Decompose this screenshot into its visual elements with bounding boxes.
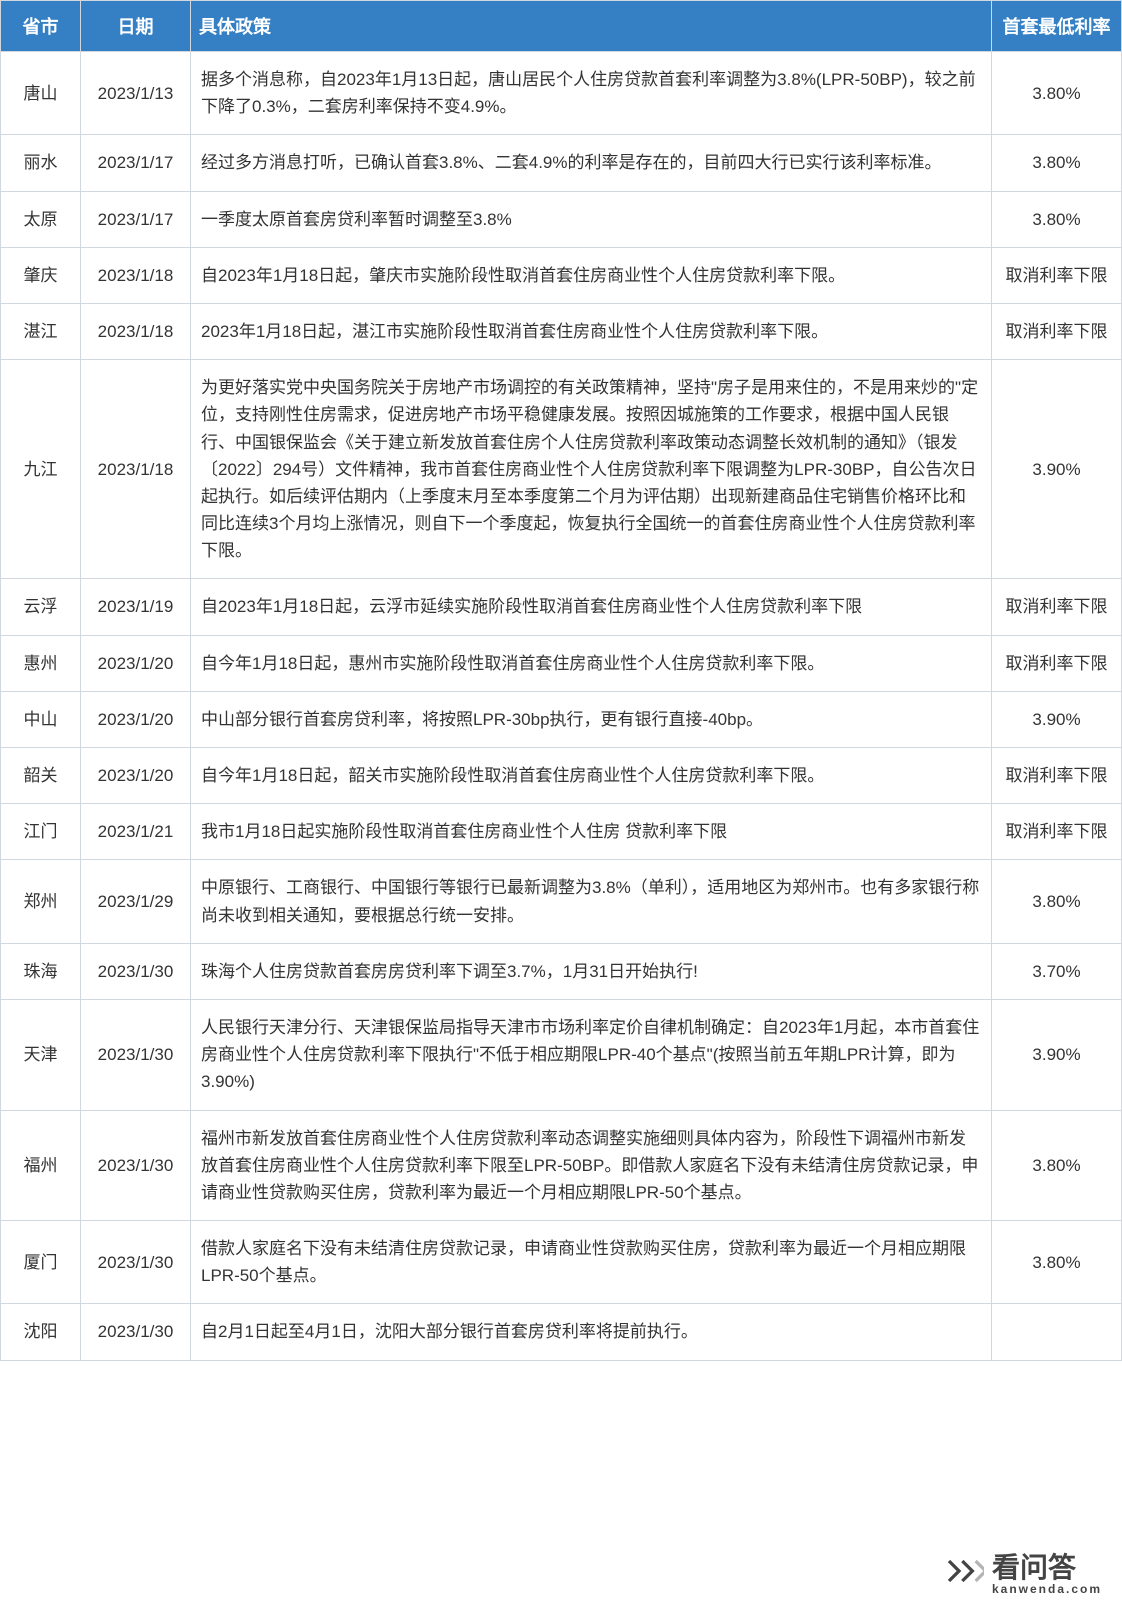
- cell-city: 福州: [1, 1110, 81, 1221]
- table-row: 江门2023/1/21我市1月18日起实施阶段性取消首套住房商业性个人住房 贷款…: [1, 804, 1122, 860]
- cell-policy: 自今年1月18日起，韶关市实施阶段性取消首套住房商业性个人住房贷款利率下限。: [191, 748, 992, 804]
- header-policy: 具体政策: [191, 1, 992, 52]
- cell-date: 2023/1/20: [81, 748, 191, 804]
- cell-city: 韶关: [1, 748, 81, 804]
- cell-city: 云浮: [1, 579, 81, 635]
- cell-date: 2023/1/13: [81, 52, 191, 135]
- cell-date: 2023/1/20: [81, 691, 191, 747]
- table-row: 太原2023/1/17一季度太原首套房贷利率暂时调整至3.8%3.80%: [1, 191, 1122, 247]
- cell-date: 2023/1/30: [81, 943, 191, 999]
- table-row: 珠海2023/1/30珠海个人住房贷款首套房房贷利率下调至3.7%，1月31日开…: [1, 943, 1122, 999]
- table-row: 韶关2023/1/20自今年1月18日起，韶关市实施阶段性取消首套住房商业性个人…: [1, 748, 1122, 804]
- cell-policy: 2023年1月18日起，湛江市实施阶段性取消首套住房商业性个人住房贷款利率下限。: [191, 303, 992, 359]
- header-rate: 首套最低利率: [992, 1, 1122, 52]
- table-row: 唐山2023/1/13据多个消息称，自2023年1月13日起，唐山居民个人住房贷…: [1, 52, 1122, 135]
- table-row: 九江2023/1/18为更好落实党中央国务院关于房地产市场调控的有关政策精神，坚…: [1, 360, 1122, 579]
- cell-policy: 自今年1月18日起，惠州市实施阶段性取消首套住房商业性个人住房贷款利率下限。: [191, 635, 992, 691]
- cell-date: 2023/1/30: [81, 1221, 191, 1304]
- table-row: 肇庆2023/1/18自2023年1月18日起，肇庆市实施阶段性取消首套住房商业…: [1, 247, 1122, 303]
- cell-city: 肇庆: [1, 247, 81, 303]
- cell-policy: 经过多方消息打听，已确认首套3.8%、二套4.9%的利率是存在的，目前四大行已实…: [191, 135, 992, 191]
- cell-policy: 自2023年1月18日起，云浮市延续实施阶段性取消首套住房商业性个人住房贷款利率…: [191, 579, 992, 635]
- cell-rate: 3.90%: [992, 999, 1122, 1110]
- table-row: 中山2023/1/20中山部分银行首套房贷利率，将按照LPR-30bp执行，更有…: [1, 691, 1122, 747]
- cell-city: 郑州: [1, 860, 81, 943]
- cell-rate: 3.80%: [992, 860, 1122, 943]
- cell-date: 2023/1/30: [81, 1110, 191, 1221]
- cell-date: 2023/1/17: [81, 135, 191, 191]
- table-row: 天津2023/1/30人民银行天津分行、天津银保监局指导天津市市场利率定价自律机…: [1, 999, 1122, 1110]
- cell-date: 2023/1/19: [81, 579, 191, 635]
- cell-policy: 中原银行、工商银行、中国银行等银行已最新调整为3.8%（单利），适用地区为郑州市…: [191, 860, 992, 943]
- watermark: 看问答 kanwenda.com: [944, 1546, 1102, 1596]
- cell-policy: 我市1月18日起实施阶段性取消首套住房商业性个人住房 贷款利率下限: [191, 804, 992, 860]
- table-row: 厦门2023/1/30借款人家庭名下没有未结清住房贷款记录，申请商业性贷款购买住…: [1, 1221, 1122, 1304]
- table-row: 郑州2023/1/29中原银行、工商银行、中国银行等银行已最新调整为3.8%（单…: [1, 860, 1122, 943]
- cell-policy: 福州市新发放首套住房商业性个人住房贷款利率动态调整实施细则具体内容为，阶段性下调…: [191, 1110, 992, 1221]
- cell-rate: [992, 1304, 1122, 1360]
- cell-rate: 3.80%: [992, 52, 1122, 135]
- cell-rate: 取消利率下限: [992, 635, 1122, 691]
- watermark-text: 看问答: [992, 1552, 1076, 1583]
- cell-city: 沈阳: [1, 1304, 81, 1360]
- cell-city: 湛江: [1, 303, 81, 359]
- cell-date: 2023/1/20: [81, 635, 191, 691]
- cell-city: 惠州: [1, 635, 81, 691]
- table-row: 丽水2023/1/17经过多方消息打听，已确认首套3.8%、二套4.9%的利率是…: [1, 135, 1122, 191]
- cell-city: 珠海: [1, 943, 81, 999]
- cell-rate: 3.90%: [992, 691, 1122, 747]
- cell-city: 太原: [1, 191, 81, 247]
- cell-rate: 3.70%: [992, 943, 1122, 999]
- table-header-row: 省市 日期 具体政策 首套最低利率: [1, 1, 1122, 52]
- cell-policy: 为更好落实党中央国务院关于房地产市场调控的有关政策精神，坚持"房子是用来住的，不…: [191, 360, 992, 579]
- cell-policy: 珠海个人住房贷款首套房房贷利率下调至3.7%，1月31日开始执行!: [191, 943, 992, 999]
- watermark-logo-icon: [944, 1551, 984, 1591]
- cell-policy: 一季度太原首套房贷利率暂时调整至3.8%: [191, 191, 992, 247]
- cell-city: 中山: [1, 691, 81, 747]
- cell-date: 2023/1/18: [81, 360, 191, 579]
- watermark-sub: kanwenda.com: [992, 1582, 1102, 1596]
- cell-rate: 3.80%: [992, 135, 1122, 191]
- header-date: 日期: [81, 1, 191, 52]
- cell-city: 厦门: [1, 1221, 81, 1304]
- cell-date: 2023/1/30: [81, 999, 191, 1110]
- cell-date: 2023/1/18: [81, 247, 191, 303]
- cell-city: 江门: [1, 804, 81, 860]
- policy-table: 省市 日期 具体政策 首套最低利率 唐山2023/1/13据多个消息称，自202…: [0, 0, 1122, 1361]
- cell-date: 2023/1/21: [81, 804, 191, 860]
- cell-city: 九江: [1, 360, 81, 579]
- table-row: 惠州2023/1/20自今年1月18日起，惠州市实施阶段性取消首套住房商业性个人…: [1, 635, 1122, 691]
- cell-rate: 取消利率下限: [992, 303, 1122, 359]
- cell-policy: 人民银行天津分行、天津银保监局指导天津市市场利率定价自律机制确定：自2023年1…: [191, 999, 992, 1110]
- table-row: 沈阳2023/1/30自2月1日起至4月1日，沈阳大部分银行首套房贷利率将提前执…: [1, 1304, 1122, 1360]
- cell-rate: 取消利率下限: [992, 748, 1122, 804]
- cell-date: 2023/1/29: [81, 860, 191, 943]
- cell-city: 丽水: [1, 135, 81, 191]
- cell-policy: 据多个消息称，自2023年1月13日起，唐山居民个人住房贷款首套利率调整为3.8…: [191, 52, 992, 135]
- table-row: 湛江2023/1/182023年1月18日起，湛江市实施阶段性取消首套住房商业性…: [1, 303, 1122, 359]
- cell-rate: 取消利率下限: [992, 804, 1122, 860]
- cell-rate: 取消利率下限: [992, 579, 1122, 635]
- cell-policy: 自2023年1月18日起，肇庆市实施阶段性取消首套住房商业性个人住房贷款利率下限…: [191, 247, 992, 303]
- cell-date: 2023/1/30: [81, 1304, 191, 1360]
- cell-city: 天津: [1, 999, 81, 1110]
- table-row: 云浮2023/1/19自2023年1月18日起，云浮市延续实施阶段性取消首套住房…: [1, 579, 1122, 635]
- cell-rate: 3.80%: [992, 1110, 1122, 1221]
- cell-rate: 3.90%: [992, 360, 1122, 579]
- cell-rate: 3.80%: [992, 191, 1122, 247]
- cell-policy: 中山部分银行首套房贷利率，将按照LPR-30bp执行，更有银行直接-40bp。: [191, 691, 992, 747]
- cell-rate: 3.80%: [992, 1221, 1122, 1304]
- cell-rate: 取消利率下限: [992, 247, 1122, 303]
- cell-policy: 自2月1日起至4月1日，沈阳大部分银行首套房贷利率将提前执行。: [191, 1304, 992, 1360]
- cell-date: 2023/1/17: [81, 191, 191, 247]
- table-row: 福州2023/1/30福州市新发放首套住房商业性个人住房贷款利率动态调整实施细则…: [1, 1110, 1122, 1221]
- cell-city: 唐山: [1, 52, 81, 135]
- header-city: 省市: [1, 1, 81, 52]
- cell-policy: 借款人家庭名下没有未结清住房贷款记录，申请商业性贷款购买住房，贷款利率为最近一个…: [191, 1221, 992, 1304]
- cell-date: 2023/1/18: [81, 303, 191, 359]
